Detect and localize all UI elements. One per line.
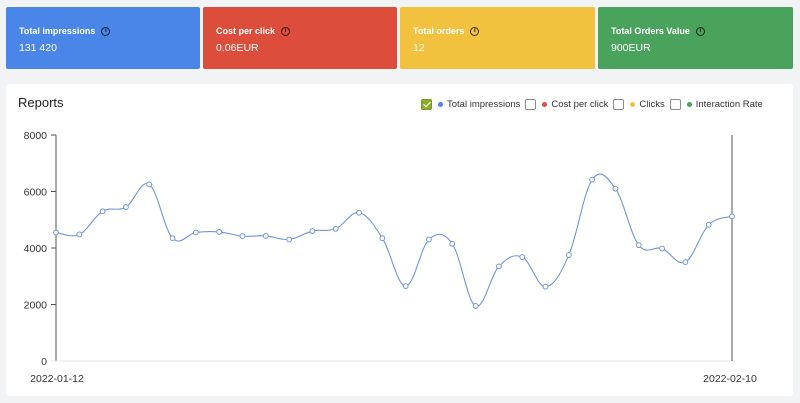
data-point[interactable] xyxy=(519,254,526,260)
legend-checkbox[interactable] xyxy=(525,98,537,110)
legend-dot-icon xyxy=(438,101,443,107)
data-point[interactable] xyxy=(53,229,59,236)
data-point[interactable] xyxy=(635,242,642,249)
data-point[interactable] xyxy=(76,231,83,238)
chart-legend: Total impressions Cost per click Clicks … xyxy=(421,98,768,110)
data-point[interactable] xyxy=(449,240,456,247)
legend-checkbox[interactable] xyxy=(613,98,625,110)
card-value: 900EUR xyxy=(611,42,651,54)
legend-label: Interaction Rate xyxy=(695,98,763,110)
data-point[interactable] xyxy=(589,176,596,183)
reports-panel: Reports Total impressions Cost per click… xyxy=(6,84,793,396)
data-point[interactable] xyxy=(705,221,712,228)
legend-item-interaction-rate[interactable]: Interaction Rate xyxy=(669,98,763,110)
y-tick-label: 4000 xyxy=(24,243,48,255)
impressions-line-chart: 0 2000 4000 6000 8000 2022-01-12 2022-02-10 xyxy=(24,130,757,385)
data-point[interactable] xyxy=(262,232,269,239)
card-title-row: Total impressions i xyxy=(19,26,111,36)
x-tick-label-end: 2022-02-10 xyxy=(703,373,757,385)
y-tick-label: 0 xyxy=(41,356,47,368)
data-point[interactable] xyxy=(286,236,293,243)
legend-checkbox[interactable] xyxy=(421,98,432,110)
data-point[interactable] xyxy=(239,233,246,240)
card-title: Total impressions xyxy=(19,26,96,36)
legend-label: Cost per click xyxy=(551,98,609,110)
data-point[interactable] xyxy=(332,225,339,232)
data-point[interactable] xyxy=(426,236,432,243)
reports-title: Reports xyxy=(18,95,64,110)
data-point[interactable] xyxy=(192,229,199,236)
card-title: Total orders xyxy=(413,26,465,36)
data-point[interactable] xyxy=(309,228,316,234)
info-icon[interactable]: i xyxy=(101,26,111,36)
data-point[interactable] xyxy=(612,185,619,192)
legend-label: Clicks xyxy=(639,98,665,110)
data-point[interactable] xyxy=(659,245,665,252)
legend-item-total-impressions[interactable]: Total impressions xyxy=(421,98,521,110)
y-tick-label: 2000 xyxy=(24,300,48,312)
info-icon[interactable]: i xyxy=(470,26,480,36)
card-cost-per-click[interactable]: Cost per click i 0.06EUR xyxy=(203,7,397,69)
data-point[interactable] xyxy=(542,283,549,290)
info-icon[interactable]: i xyxy=(281,26,291,36)
x-tick-label-start: 2022-01-12 xyxy=(30,373,84,385)
y-axis: 0 2000 4000 6000 8000 xyxy=(24,130,56,368)
data-point[interactable] xyxy=(729,213,735,220)
legend-dot-icon xyxy=(630,101,636,107)
data-point[interactable] xyxy=(682,259,689,266)
data-point[interactable] xyxy=(123,204,129,210)
card-title: Total Orders Value xyxy=(611,26,690,36)
data-point[interactable] xyxy=(495,263,502,270)
y-tick-label: 6000 xyxy=(24,187,48,199)
card-total-impressions[interactable]: Total impressions i 131 420 xyxy=(6,7,200,69)
card-title-row: Cost per click i xyxy=(216,26,291,36)
card-title-row: Total Orders Value i xyxy=(611,26,705,36)
summary-cards: Total impressions i 131 420 Cost per cli… xyxy=(6,7,793,69)
data-point[interactable] xyxy=(146,181,153,188)
legend-dot-icon xyxy=(542,101,548,107)
legend-checkbox[interactable] xyxy=(669,98,681,110)
data-point[interactable] xyxy=(99,208,106,215)
legend-dot-icon xyxy=(686,101,692,107)
data-point[interactable] xyxy=(402,283,409,290)
data-point[interactable] xyxy=(169,235,176,242)
data-point[interactable] xyxy=(472,303,479,309)
data-point[interactable] xyxy=(356,209,362,216)
legend-label: Total impressions xyxy=(447,98,521,110)
data-point[interactable] xyxy=(216,228,223,235)
series-total-impressions xyxy=(53,173,735,309)
legend-item-cost-per-click[interactable]: Cost per click xyxy=(525,98,609,110)
card-value: 12 xyxy=(413,42,425,54)
series-line xyxy=(55,173,733,307)
card-total-orders[interactable]: Total orders i 12 xyxy=(400,7,595,69)
card-title: Cost per click xyxy=(216,26,276,36)
card-total-orders-value[interactable]: Total Orders Value i 900EUR xyxy=(598,7,793,69)
card-value: 0.06EUR xyxy=(216,42,259,54)
info-icon[interactable]: i xyxy=(695,26,705,36)
y-tick-label: 8000 xyxy=(24,130,48,142)
data-point[interactable] xyxy=(565,252,572,258)
legend-item-clicks[interactable]: Clicks xyxy=(613,98,665,110)
card-value: 131 420 xyxy=(19,42,57,54)
card-title-row: Total orders i xyxy=(413,26,480,36)
data-point[interactable] xyxy=(379,235,386,242)
